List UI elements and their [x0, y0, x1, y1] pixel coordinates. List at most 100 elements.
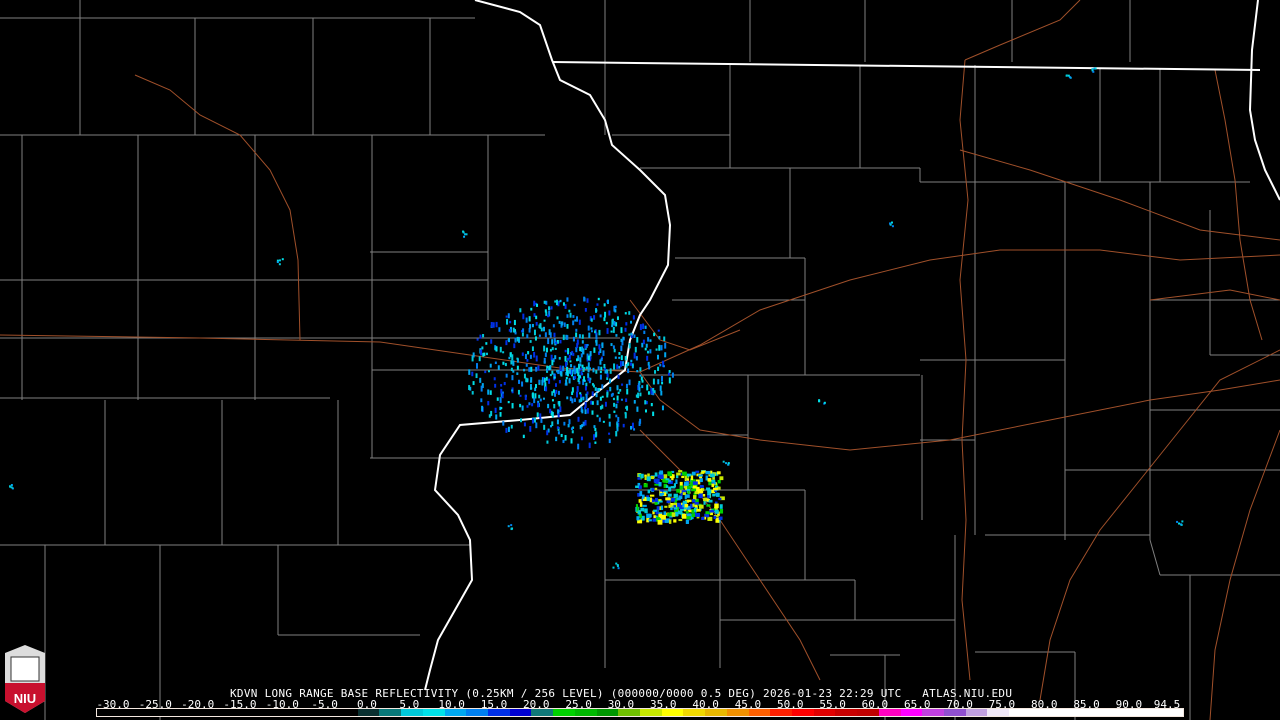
echo-pixel: [702, 493, 706, 497]
echo-pixel: [476, 338, 479, 341]
echo-pixel: [719, 496, 725, 501]
echo-pixel: [697, 474, 703, 477]
echo-pixel: [580, 436, 583, 441]
echo-pixel: [501, 392, 504, 399]
echo-pixel: [528, 327, 531, 333]
legend-label: 40.0: [692, 698, 719, 711]
echo-pixel: [608, 310, 611, 316]
echo-pixel: [656, 354, 659, 360]
echo-pixel: [573, 398, 576, 402]
echo-pixel: [606, 328, 609, 334]
echo-pixel: [650, 387, 653, 394]
echo-pixel: [528, 367, 531, 372]
echo-pixel: [590, 318, 593, 322]
echo-pixel: [580, 348, 583, 352]
echo-pixel: [616, 426, 619, 432]
echo-pixel: [889, 222, 892, 225]
echo-pixel: [662, 361, 665, 368]
echo-pixel: [676, 497, 679, 501]
echo-pixel: [592, 367, 595, 373]
echo-pixel: [589, 316, 592, 321]
echo-pixel: [599, 359, 602, 365]
echo-pixel: [664, 505, 668, 508]
echo-pixel: [609, 368, 612, 374]
color-bar-segment: [1096, 709, 1118, 716]
echo-pixel: [588, 378, 591, 384]
echo-pixel: [691, 509, 695, 514]
echo-pixel: [686, 505, 691, 510]
echo-pixel: [494, 361, 497, 365]
echo-pixel: [562, 365, 565, 372]
echo-pixel: [652, 411, 655, 417]
echo-pixel: [588, 332, 591, 338]
echo-pixel: [546, 440, 549, 444]
echo-pixel: [480, 398, 483, 403]
echo-pixel: [673, 483, 676, 488]
color-bar-segment: [422, 709, 445, 716]
legend-label: 55.0: [819, 698, 846, 711]
echo-pixel: [537, 365, 540, 371]
echo-pixel: [550, 425, 553, 428]
echo-pixel: [553, 377, 556, 381]
echo-pixel: [644, 400, 647, 405]
echo-pixel: [611, 324, 614, 328]
echo-pixel: [626, 388, 629, 395]
echo-pixel: [578, 363, 581, 369]
echo-pixel: [498, 327, 501, 332]
echo-pixel: [537, 402, 540, 408]
echo-pixel: [513, 343, 516, 349]
echo-pixel: [680, 508, 685, 511]
echo-pixel: [528, 316, 531, 322]
legend-label: -15.0: [223, 698, 257, 711]
echo-pixel: [684, 503, 689, 508]
echo-pixel: [670, 498, 676, 502]
echo-pixel: [560, 321, 563, 326]
echo-pixel: [479, 377, 482, 383]
echo-pixel: [891, 225, 894, 228]
echo-pixel: [583, 406, 586, 410]
echo-pixel: [631, 422, 634, 429]
echo-pixel: [1065, 74, 1068, 77]
echo-pixel: [603, 303, 606, 307]
echo-pixel: [616, 364, 619, 369]
echo-pixel: [680, 492, 683, 497]
echo-pixel: [674, 507, 679, 512]
echo-pixel: [578, 334, 581, 339]
echo-pixel: [494, 347, 497, 351]
echo-pixel: [519, 403, 522, 408]
echo-pixel: [704, 513, 710, 518]
echo-pixel: [554, 392, 557, 397]
color-bar-segment: [401, 709, 423, 716]
echo-pixel: [647, 337, 650, 342]
echo-pixel: [569, 360, 572, 363]
echo-pixel: [658, 344, 661, 351]
echo-pixel: [659, 474, 664, 480]
echo-pixel: [548, 306, 551, 311]
echo-pixel: [679, 481, 683, 486]
echo-pixel: [567, 348, 570, 355]
echo-pixel: [546, 365, 549, 371]
echo-pixel: [472, 381, 475, 386]
echo-pixel: [705, 475, 708, 481]
echo-pixel: [549, 332, 552, 338]
echo-pixel: [499, 346, 502, 353]
echo-pixel: [545, 376, 548, 381]
echo-pixel: [552, 324, 555, 328]
echo-pixel: [509, 326, 512, 333]
echo-pixel: [559, 406, 562, 413]
legend-label: 20.0: [523, 698, 550, 711]
echo-pixel: [566, 297, 569, 302]
echo-pixel: [541, 379, 544, 386]
echo-pixel: [706, 499, 711, 502]
echo-pixel: [685, 494, 690, 498]
echo-pixel: [696, 509, 701, 512]
echo-pixel: [539, 398, 542, 402]
echo-pixel: [557, 431, 560, 435]
echo-pixel: [698, 493, 703, 499]
echo-pixel: [639, 374, 642, 377]
echo-pixel: [539, 323, 542, 329]
echo-pixel: [660, 505, 664, 510]
echo-pixel: [591, 401, 594, 405]
echo-pixel: [579, 357, 582, 363]
legend-label: 45.0: [734, 698, 762, 711]
